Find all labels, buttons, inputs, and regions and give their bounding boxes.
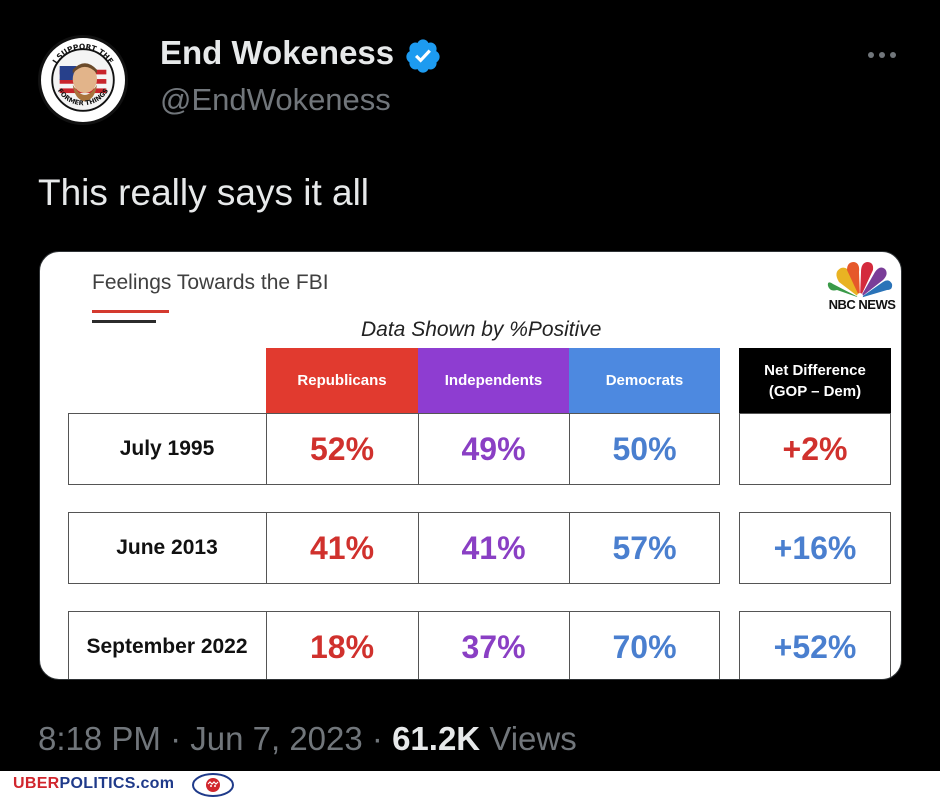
column-header-independents: Independents (418, 348, 569, 413)
row-date: June 2013 (116, 536, 218, 559)
watermark-text-b: POLITICS.com (59, 775, 175, 792)
value-democrats: 70% (612, 628, 677, 665)
tweet-meta: 8:18 PM · Jun 7, 2023 · 61.2K Views (38, 720, 577, 758)
handle[interactable]: @EndWokeness (160, 82, 391, 117)
value-republicans: 52% (309, 430, 375, 467)
tweet-text: This really says it all (38, 172, 370, 213)
value-independents: 37% (461, 628, 526, 665)
table-row (68, 611, 720, 679)
accent-line-dark (92, 320, 156, 323)
value-net-difference: +2% (782, 430, 848, 467)
nbc-peacock-logo (825, 260, 895, 312)
watermark-text-a: UBER (13, 775, 60, 792)
meta-separator: · (170, 720, 182, 757)
media-title: Feelings Towards the FBI (92, 271, 329, 294)
accent-line-red (92, 310, 169, 313)
value-republicans: 41% (309, 529, 375, 566)
meta-separator: · (371, 720, 383, 757)
cell-divider (418, 513, 419, 583)
views-count[interactable]: 61.2K (392, 720, 481, 757)
value-republicans: 18% (309, 628, 375, 665)
column-header-net-difference: Net Difference (GOP – Dem) (739, 348, 891, 413)
value-democrats: 57% (612, 529, 677, 566)
verified-badge-icon (406, 39, 440, 73)
watermark-text: UBERPOLITICS.com (13, 775, 174, 793)
watermark-lion-logo-icon (192, 773, 234, 797)
avatar-image: I SUPPORT THE FORMER THINGS (41, 38, 125, 122)
display-name[interactable]: End Wokeness (160, 34, 395, 71)
cell-divider (266, 612, 267, 679)
row-date: September 2022 (86, 635, 248, 658)
cell-divider (266, 414, 267, 484)
column-header-democrats: Democrats (569, 348, 720, 413)
more-dot (879, 52, 885, 58)
cell-divider (569, 513, 570, 583)
value-independents: 41% (461, 529, 526, 566)
nbc-news-label: NBC NEWS (828, 297, 896, 312)
watermark-bar: UBERPOLITICS.com (0, 771, 940, 797)
more-options-icon[interactable] (862, 44, 902, 66)
tweet-date[interactable]: Jun 7, 2023 (190, 720, 363, 757)
net-cell-box (739, 413, 891, 485)
more-dot (868, 52, 874, 58)
row-date: July 1995 (119, 437, 215, 460)
value-independents: 49% (461, 430, 526, 467)
value-democrats: 50% (612, 430, 677, 467)
value-net-difference: +52% (773, 628, 857, 665)
media-subtitle: Data Shown by %Positive (361, 318, 602, 341)
cell-divider (266, 513, 267, 583)
tweet-time[interactable]: 8:18 PM (38, 720, 161, 757)
cell-divider (418, 612, 419, 679)
value-net-difference: +16% (773, 529, 857, 566)
cell-divider (418, 414, 419, 484)
cell-divider (569, 612, 570, 679)
cell-divider (569, 414, 570, 484)
views-label: Views (489, 720, 577, 757)
avatar[interactable]: I SUPPORT THE FORMER THINGS (38, 35, 128, 125)
more-dot (890, 52, 896, 58)
tweet-media-image[interactable]: Feelings Towards the FBI NBC NEWS Data S… (39, 251, 902, 680)
table-row (68, 512, 720, 584)
net-header-text: Net Difference (GOP – Dem) (764, 361, 866, 400)
table-row (68, 413, 720, 485)
net-cell-box (739, 611, 891, 679)
column-header-republicans: Republicans (266, 348, 418, 413)
net-cell-box (739, 512, 891, 584)
